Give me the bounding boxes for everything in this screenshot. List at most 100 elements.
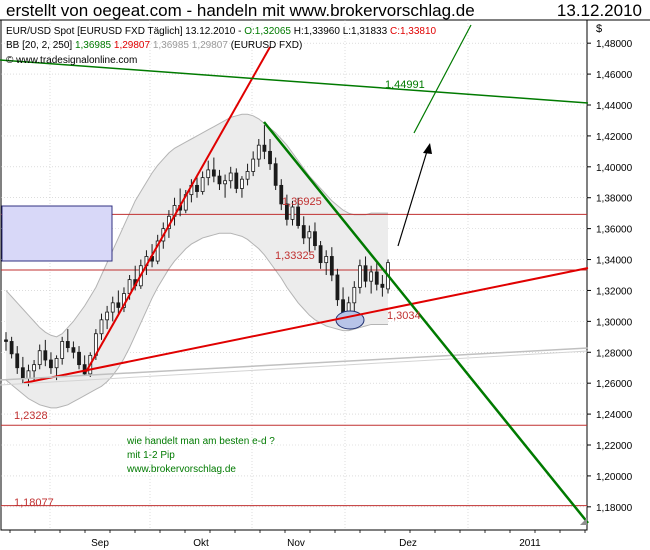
y-tick-label: 1,40000 [596, 163, 633, 174]
y-tick-label: 1,20000 [596, 472, 633, 483]
candle-body [15, 353, 20, 369]
y-tick-label: 1,32000 [596, 286, 633, 297]
red-trendline-steep [85, 46, 271, 373]
y-tick-label: 1,18000 [596, 503, 633, 514]
candle-body [380, 283, 385, 288]
green-downtrend-line [263, 121, 589, 524]
highlight-box [1, 205, 113, 262]
legend-instrument: EUR/USD Spot [EURUSD FXD Täglich] 13.12.… [6, 26, 437, 37]
y-tick-label: 1,46000 [596, 70, 633, 81]
x-tick-label: Dez [399, 538, 417, 549]
candle-body [155, 240, 160, 262]
y-axis-unit: $ [596, 23, 602, 35]
black-arrow-line [397, 147, 429, 247]
candle-body [329, 256, 334, 276]
band-lower [5, 232, 388, 409]
legend-bb: BB [20, 2, 250] 1,36985 1,29807 1,36985 … [6, 40, 302, 51]
candle-body [256, 144, 261, 160]
x-tick-label: Nov [287, 538, 305, 549]
y-tick-label: 1,26000 [596, 379, 633, 390]
band-upper [5, 113, 388, 338]
y-tick-label: 1,22000 [596, 441, 633, 452]
candle-body [245, 171, 250, 180]
label-1-36925: 1,36925 [282, 196, 322, 208]
candle-body [335, 274, 340, 301]
candle-body [82, 364, 87, 375]
candle-body [290, 206, 295, 220]
candle-body [301, 225, 306, 239]
gray-long-trendline [0, 347, 589, 381]
green-resistance-line [0, 59, 589, 104]
candle-body [9, 341, 14, 355]
red-trendline-support [23, 267, 589, 384]
green-target-line [413, 24, 472, 134]
candle-body [195, 184, 199, 192]
candle-body [116, 302, 121, 308]
y-tick-label: 1,24000 [596, 410, 633, 421]
y-tick-label: 1,30000 [596, 317, 633, 328]
candle-body [307, 231, 312, 239]
corner-resize-icon [580, 518, 587, 525]
candle-body [324, 256, 329, 264]
annotation-line-3: www.brokervorschlag.de [126, 464, 236, 475]
candle-body [32, 364, 36, 372]
y-tick-label: 1,28000 [596, 348, 633, 359]
y-tick-label: 1,42000 [596, 132, 633, 143]
arrow-head-icon [423, 143, 432, 154]
candle-body [20, 367, 25, 379]
candle-body [54, 358, 59, 369]
chart-title: erstellt von oegeat.com - handeln mit ww… [6, 1, 475, 20]
candle-body [279, 184, 284, 205]
annotation-line-1: wie handelt man am besten e-d ? [126, 436, 275, 447]
candle-body [105, 311, 110, 321]
candle-body [268, 150, 272, 165]
x-tick-label: 2011 [519, 538, 541, 549]
candle-body [37, 350, 42, 366]
candle-body [358, 265, 362, 288]
label-1-3034: 1,3034 [387, 310, 421, 322]
candle-body [262, 144, 267, 152]
candle-body [110, 302, 115, 313]
candle-body [71, 347, 76, 353]
candle-body [228, 172, 233, 182]
annotation-line-2: mit 1-2 Pip [127, 450, 175, 461]
candle-body [77, 351, 81, 366]
x-tick-label: Sep [91, 538, 109, 549]
gray-long-trendline-2 [0, 350, 589, 386]
candle-body [313, 231, 317, 247]
label-1-2328: 1,2328 [14, 410, 48, 422]
candle-body [318, 245, 323, 264]
label-1-18077: 1,18077 [14, 497, 54, 509]
y-tick-label: 1,44000 [596, 101, 633, 112]
candle-body [211, 169, 216, 177]
candle-body [284, 203, 289, 220]
candle-body [374, 271, 379, 285]
candle-body [200, 177, 205, 192]
candle-body [4, 339, 8, 342]
y-tick-label: 1,36000 [596, 225, 633, 236]
y-axis: 1,18000 1,20000 1,22000 1,24000 1,26000 1,280… [587, 39, 633, 514]
candle-body [352, 286, 357, 304]
y-tick-label: 1,38000 [596, 194, 633, 205]
candle-body [26, 370, 31, 379]
candle-body [234, 172, 239, 189]
candle-body [240, 178, 244, 189]
y-tick-label: 1,34000 [596, 256, 633, 267]
candle-body [65, 341, 70, 349]
x-tick-label: Okt [193, 538, 209, 549]
label-1-33325: 1,33325 [275, 250, 315, 262]
legend-copyright: © www.tradesignalonline.com [6, 55, 137, 66]
candle-body [49, 359, 53, 369]
candle-body [217, 175, 222, 185]
chart-date: 13.12.2010 [556, 1, 642, 20]
candle-body [60, 341, 65, 359]
candle-body [251, 158, 256, 172]
candle-body [223, 180, 227, 185]
candle-body [369, 271, 374, 282]
candle-body [363, 265, 368, 282]
candle-body [206, 169, 211, 179]
candle-body [43, 350, 48, 361]
x-axis: Sep Okt Nov Dez 2011 [9, 530, 586, 549]
candle-body [273, 163, 278, 186]
y-tick-label: 1,48000 [596, 39, 633, 50]
